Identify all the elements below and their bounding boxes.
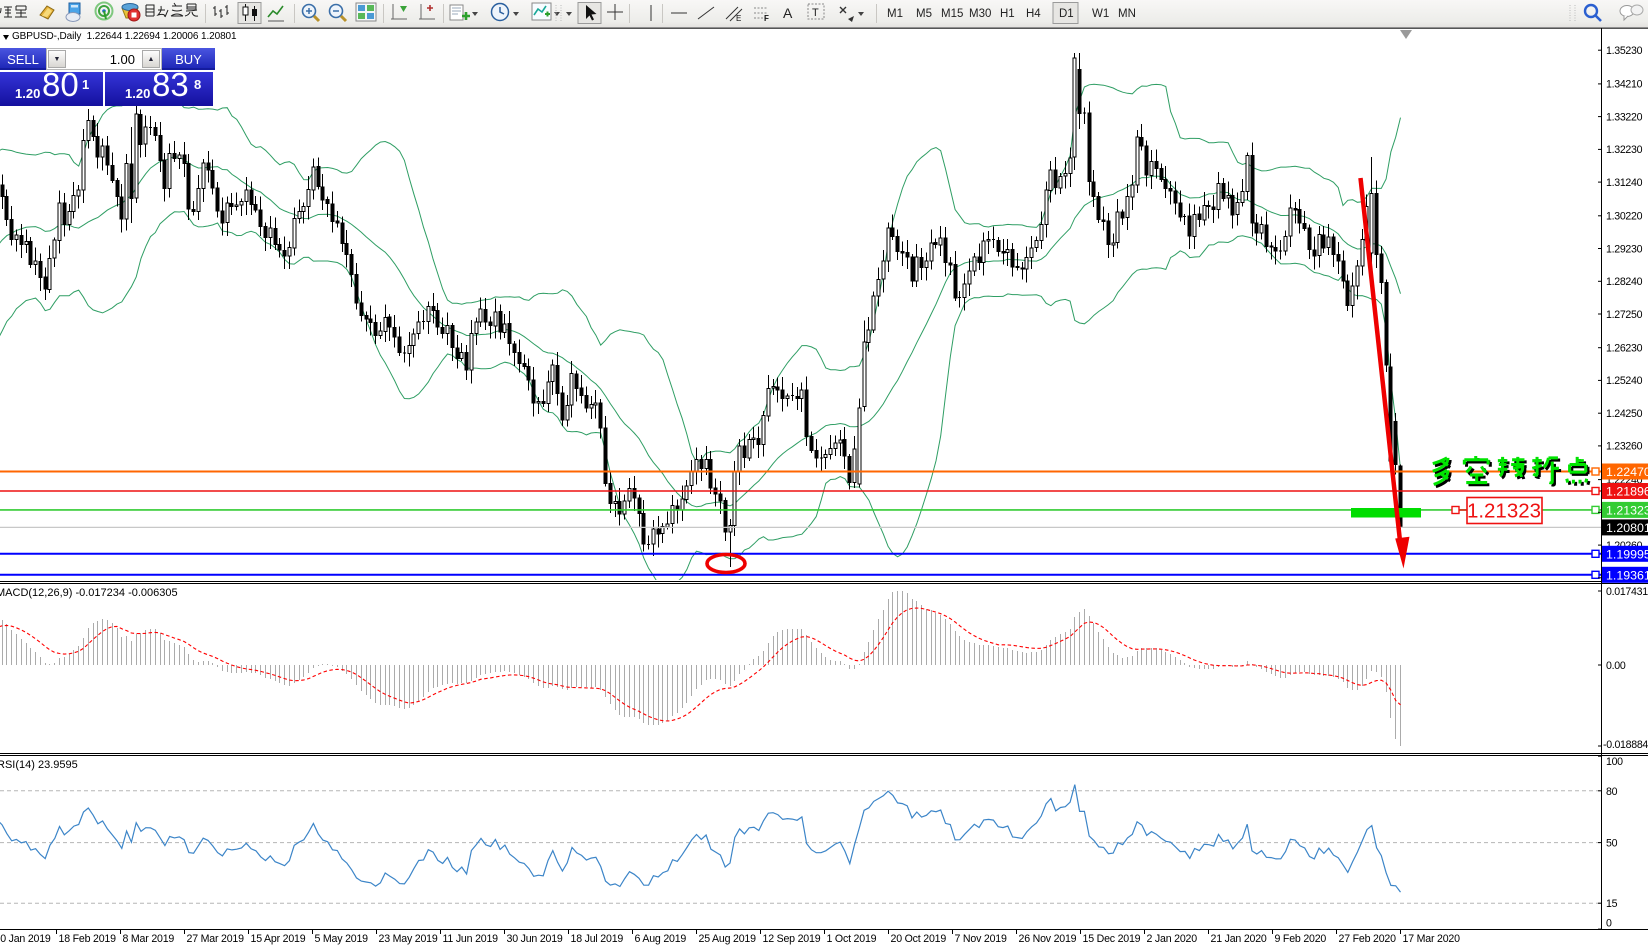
svg-text:M30: M30 xyxy=(969,8,991,20)
svg-text:30 Jan 2019: 30 Jan 2019 xyxy=(0,933,51,945)
svg-text:2 Jan 2020: 2 Jan 2020 xyxy=(1147,933,1198,945)
svg-text:15 Apr 2019: 15 Apr 2019 xyxy=(251,933,306,945)
svg-text:RSI(14) 23.9595: RSI(14) 23.9595 xyxy=(0,759,78,771)
svg-text:1.26230: 1.26230 xyxy=(1606,343,1643,355)
svg-text:1.33220: 1.33220 xyxy=(1606,111,1643,123)
svg-text:30 Jun 2019: 30 Jun 2019 xyxy=(507,933,563,945)
svg-text:MN: MN xyxy=(1118,8,1136,20)
svg-text:1.32230: 1.32230 xyxy=(1606,144,1643,156)
svg-text:23 May 2019: 23 May 2019 xyxy=(379,933,438,945)
svg-text:1.22470: 1.22470 xyxy=(1606,465,1648,479)
svg-text:17 Mar 2020: 17 Mar 2020 xyxy=(1403,933,1461,945)
svg-text:9 Feb 2020: 9 Feb 2020 xyxy=(1275,933,1327,945)
svg-text:15 Dec 2019: 15 Dec 2019 xyxy=(1083,933,1141,945)
svg-text:1.20801: 1.20801 xyxy=(1606,521,1648,535)
svg-text:M1: M1 xyxy=(887,8,903,20)
svg-text:1 Oct 2019: 1 Oct 2019 xyxy=(827,933,877,945)
svg-text:8 Mar 2019: 8 Mar 2019 xyxy=(123,933,175,945)
svg-text:M15: M15 xyxy=(941,8,963,20)
svg-text:1.24250: 1.24250 xyxy=(1606,408,1643,420)
svg-text:H1: H1 xyxy=(1000,8,1015,20)
svg-text:H4: H4 xyxy=(1026,8,1041,20)
svg-text:0.00: 0.00 xyxy=(1606,660,1626,672)
svg-text:1.21323: 1.21323 xyxy=(1467,500,1541,523)
svg-text:20 Oct 2019: 20 Oct 2019 xyxy=(891,933,947,945)
svg-text:1.34210: 1.34210 xyxy=(1606,79,1643,91)
svg-text:F: F xyxy=(764,14,769,23)
svg-text:6 Aug 2019: 6 Aug 2019 xyxy=(635,933,687,945)
svg-text:1.25240: 1.25240 xyxy=(1606,375,1643,387)
svg-text:18 Feb 2019: 18 Feb 2019 xyxy=(59,933,117,945)
svg-text:E: E xyxy=(736,14,741,23)
svg-text:12 Sep 2019: 12 Sep 2019 xyxy=(763,933,821,945)
svg-text:1.21896: 1.21896 xyxy=(1606,485,1648,499)
svg-text:25 Aug 2019: 25 Aug 2019 xyxy=(699,933,757,945)
svg-text:26 Nov 2019: 26 Nov 2019 xyxy=(1019,933,1077,945)
svg-text:W1: W1 xyxy=(1092,8,1109,20)
svg-text:1.35230: 1.35230 xyxy=(1606,45,1643,57)
svg-text:18 Jul 2019: 18 Jul 2019 xyxy=(571,933,624,945)
svg-text:1.30220: 1.30220 xyxy=(1606,211,1643,223)
svg-text:7 Nov 2019: 7 Nov 2019 xyxy=(955,933,1007,945)
svg-text:15: 15 xyxy=(1606,898,1618,910)
svg-text:MACD(12,26,9) -0.017234 -0.006: MACD(12,26,9) -0.017234 -0.006305 xyxy=(0,587,178,599)
svg-text:1.19361: 1.19361 xyxy=(1606,568,1648,582)
svg-text:T: T xyxy=(812,7,819,19)
svg-text:100: 100 xyxy=(1606,756,1623,768)
svg-text:1.21323: 1.21323 xyxy=(1606,503,1648,517)
svg-text:27 Mar 2019: 27 Mar 2019 xyxy=(187,933,245,945)
svg-text:21 Jan 2020: 21 Jan 2020 xyxy=(1211,933,1267,945)
svg-text:-0.018884: -0.018884 xyxy=(1603,739,1648,751)
svg-text:1.28240: 1.28240 xyxy=(1606,276,1643,288)
svg-text:D1: D1 xyxy=(1059,8,1074,20)
svg-text:11 Jun 2019: 11 Jun 2019 xyxy=(443,933,499,945)
svg-text:27 Feb 2020: 27 Feb 2020 xyxy=(1339,933,1397,945)
svg-text:1.29230: 1.29230 xyxy=(1606,243,1643,255)
svg-text:M5: M5 xyxy=(916,8,932,20)
svg-text:0.017431: 0.017431 xyxy=(1606,586,1648,598)
svg-text:1.27250: 1.27250 xyxy=(1606,309,1643,321)
svg-text:1.19995: 1.19995 xyxy=(1606,547,1648,561)
svg-text:50: 50 xyxy=(1606,838,1618,850)
svg-text:1.31240: 1.31240 xyxy=(1606,177,1643,189)
svg-text:1.23260: 1.23260 xyxy=(1606,441,1643,453)
svg-text:80: 80 xyxy=(1606,786,1618,798)
svg-text:0: 0 xyxy=(1606,918,1612,930)
svg-text:A: A xyxy=(783,5,793,21)
svg-text:5 May 2019: 5 May 2019 xyxy=(315,933,369,945)
